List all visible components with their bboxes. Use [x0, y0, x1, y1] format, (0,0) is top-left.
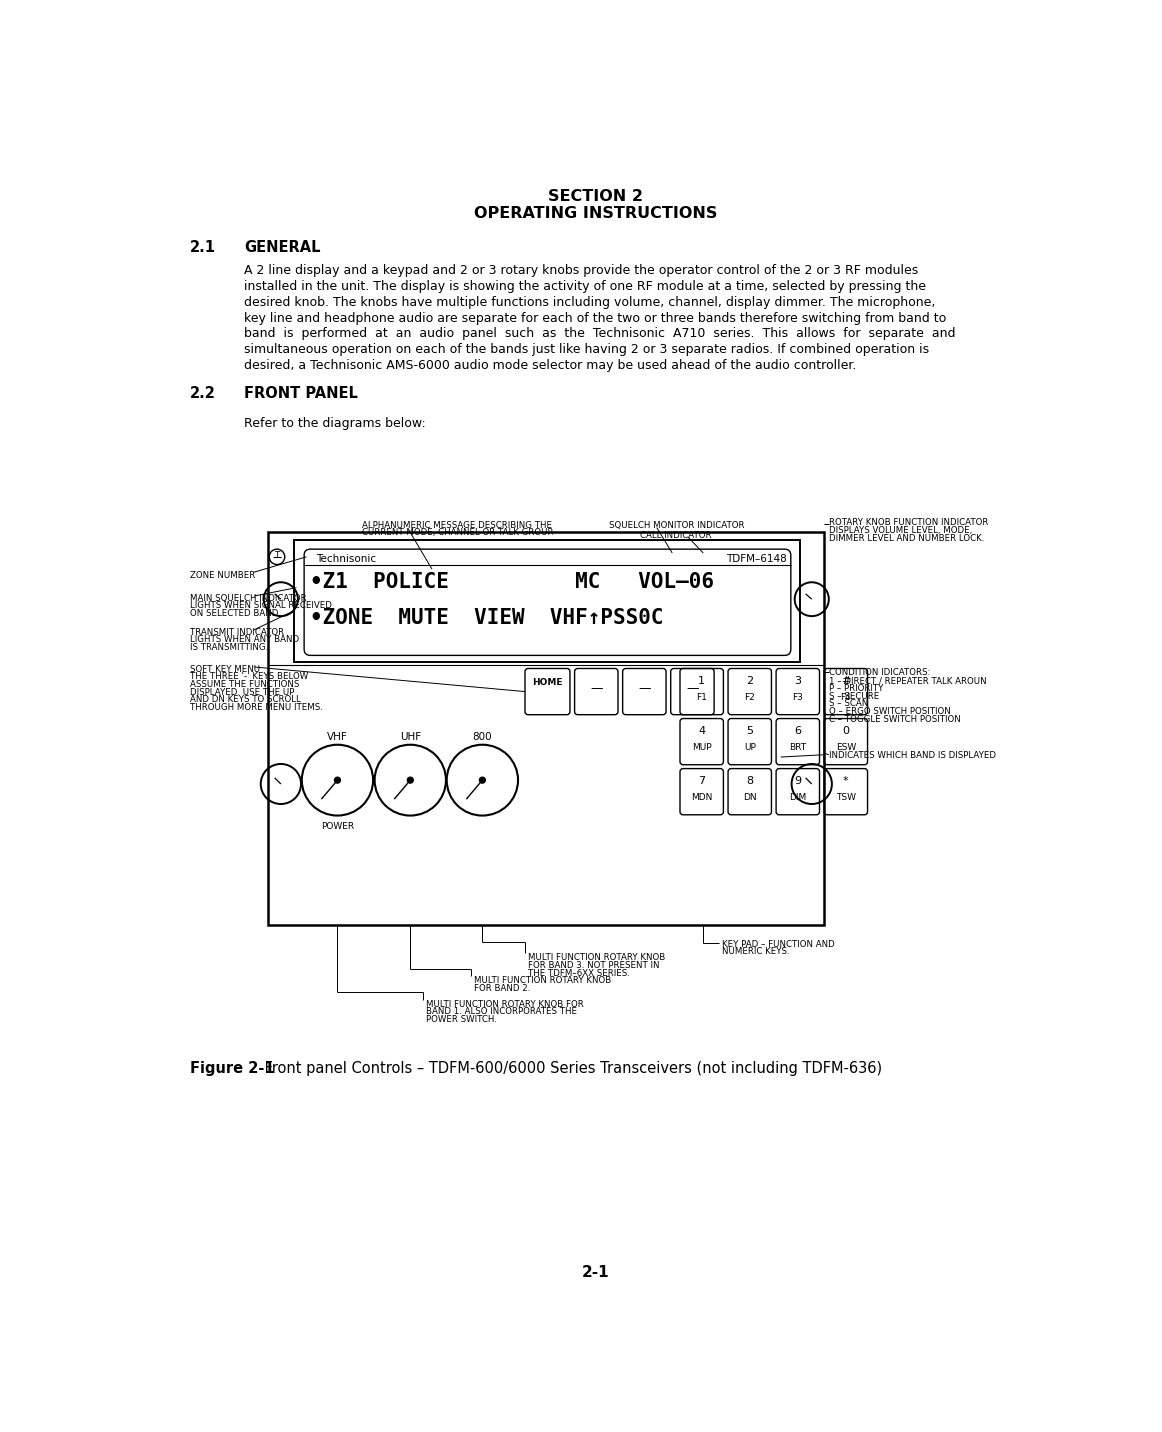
Text: 8: 8 — [746, 776, 753, 786]
Text: VHF: VHF — [327, 732, 347, 742]
Text: P – PRIORITY: P – PRIORITY — [829, 684, 883, 693]
Text: F3: F3 — [792, 693, 803, 702]
Text: THE TDFM–6XX SERIES.: THE TDFM–6XX SERIES. — [528, 969, 630, 978]
Text: NUMERIC KEYS.: NUMERIC KEYS. — [722, 947, 789, 957]
Text: ROTARY KNOB FUNCTION INDICATOR: ROTARY KNOB FUNCTION INDICATOR — [829, 518, 988, 527]
Text: 2.1: 2.1 — [191, 239, 216, 255]
Text: #: # — [841, 676, 851, 686]
Text: 1: 1 — [698, 676, 705, 686]
Text: 0: 0 — [842, 726, 849, 736]
Text: OPERATING INSTRUCTIONS: OPERATING INSTRUCTIONS — [474, 206, 717, 221]
Text: C – TOGGLE SWITCH POSITION: C – TOGGLE SWITCH POSITION — [829, 715, 961, 723]
Circle shape — [335, 778, 340, 783]
Text: O – ERGO SWITCH POSITION: O – ERGO SWITCH POSITION — [829, 707, 951, 716]
Text: F1: F1 — [696, 693, 708, 702]
Text: ESW: ESW — [835, 743, 856, 752]
Text: LIGHTS WHEN SIGNAL RECEIVED: LIGHTS WHEN SIGNAL RECEIVED — [191, 601, 332, 610]
Text: SOFT KEY MENU: SOFT KEY MENU — [191, 664, 260, 673]
Text: FOR BAND 2.: FOR BAND 2. — [474, 984, 530, 994]
Text: desired knob. The knobs have multiple functions including volume, channel, displ: desired knob. The knobs have multiple fu… — [244, 296, 935, 309]
Text: ASSUME THE FUNCTIONS: ASSUME THE FUNCTIONS — [191, 680, 300, 689]
Text: Front panel Controls – TDFM-600/6000 Series Transceivers (not including TDFM-636: Front panel Controls – TDFM-600/6000 Ser… — [260, 1061, 882, 1077]
Text: THROUGH MORE MENU ITEMS.: THROUGH MORE MENU ITEMS. — [191, 703, 323, 712]
Text: CURRENT MODE, CHANNEL OR TALK GROUP.: CURRENT MODE, CHANNEL OR TALK GROUP. — [363, 528, 554, 537]
Text: key line and headphone audio are separate for each of the two or three bands the: key line and headphone audio are separat… — [244, 312, 947, 325]
Text: 2.2: 2.2 — [191, 385, 216, 401]
Text: Refer to the diagrams below:: Refer to the diagrams below: — [244, 417, 426, 430]
Text: Technisonic: Technisonic — [316, 554, 375, 564]
Text: 6: 6 — [795, 726, 802, 736]
Text: —: — — [638, 683, 651, 696]
Text: 800: 800 — [473, 732, 493, 742]
Text: IS TRANSMITTING.: IS TRANSMITTING. — [191, 643, 268, 652]
Text: 2-1: 2-1 — [582, 1266, 609, 1280]
Text: MUP: MUP — [691, 743, 711, 752]
Text: CALL INDICATOR: CALL INDICATOR — [640, 531, 711, 540]
Text: 3: 3 — [795, 676, 802, 686]
Text: POWER SWITCH.: POWER SWITCH. — [425, 1015, 496, 1024]
Text: DISPLAYS VOLUME LEVEL, MODE,: DISPLAYS VOLUME LEVEL, MODE, — [829, 526, 973, 536]
Text: SECTION 2: SECTION 2 — [548, 189, 643, 203]
Text: —: — — [590, 683, 603, 696]
Text: POWER: POWER — [321, 822, 354, 831]
Text: 5: 5 — [746, 726, 753, 736]
Text: MULTI FUNCTION ROTARY KNOB: MULTI FUNCTION ROTARY KNOB — [474, 977, 611, 985]
Text: BAND 1. ALSO INCORPORATES THE: BAND 1. ALSO INCORPORATES THE — [425, 1007, 576, 1017]
Text: TSW: TSW — [835, 793, 856, 802]
Text: simultaneous operation on each of the bands just like having 2 or 3 separate rad: simultaneous operation on each of the ba… — [244, 344, 930, 357]
Text: ZONE NUMBER: ZONE NUMBER — [191, 571, 256, 580]
Text: S – SECURE: S – SECURE — [829, 692, 878, 700]
Text: T: T — [274, 551, 280, 560]
Text: S – SCAN: S – SCAN — [829, 699, 868, 709]
Text: A 2 line display and a keypad and 2 or 3 rotary knobs provide the operator contr: A 2 line display and a keypad and 2 or 3… — [244, 265, 919, 278]
Circle shape — [479, 778, 486, 783]
Text: GENERAL: GENERAL — [244, 239, 321, 255]
Text: AND DN KEYS TO SCROLL: AND DN KEYS TO SCROLL — [191, 696, 301, 705]
Text: 2: 2 — [746, 676, 753, 686]
Text: MAIN SQUELCH INDICATOR: MAIN SQUELCH INDICATOR — [191, 594, 307, 603]
Text: MDN: MDN — [691, 793, 712, 802]
Text: UP: UP — [744, 743, 755, 752]
Text: HOME: HOME — [532, 677, 562, 687]
Text: ON SELECTED BAND.: ON SELECTED BAND. — [191, 609, 281, 619]
Text: *: * — [844, 776, 848, 786]
Text: 1 – DIRECT / REPEATER TALK AROUN: 1 – DIRECT / REPEATER TALK AROUN — [829, 676, 987, 684]
Text: DIM: DIM — [789, 793, 806, 802]
Text: DN: DN — [743, 793, 756, 802]
Text: LIGHTS WHEN ANY BAND: LIGHTS WHEN ANY BAND — [191, 636, 300, 644]
Circle shape — [407, 778, 414, 783]
Text: 9: 9 — [795, 776, 802, 786]
Text: UHF: UHF — [400, 732, 421, 742]
Text: FOR BAND 3. NOT PRESENT IN: FOR BAND 3. NOT PRESENT IN — [528, 961, 660, 969]
Text: DIMMER LEVEL AND NUMBER LOCK.: DIMMER LEVEL AND NUMBER LOCK. — [829, 534, 984, 543]
Text: TDFM–6148: TDFM–6148 — [726, 554, 787, 564]
Bar — [294, 540, 801, 662]
Text: —: — — [686, 683, 698, 696]
Text: TRANSMIT INDICATOR: TRANSMIT INDICATOR — [191, 627, 285, 637]
Text: •Z1  POLICE          MC   VOL—06: •Z1 POLICE MC VOL—06 — [309, 573, 713, 593]
Text: INDICATES WHICH BAND IS DISPLAYED: INDICATES WHICH BAND IS DISPLAYED — [829, 750, 996, 760]
Bar — [267, 533, 824, 925]
Text: KEY PAD – FUNCTION AND: KEY PAD – FUNCTION AND — [722, 939, 834, 948]
Text: •ZONE  MUTE  VIEW  VHF↑PSS0C: •ZONE MUTE VIEW VHF↑PSS0C — [309, 607, 664, 627]
Text: band  is  performed  at  an  audio  panel  such  as  the  Technisonic  A710  ser: band is performed at an audio panel such… — [244, 328, 956, 341]
Text: THE THREE '-' KEYS BELOW: THE THREE '-' KEYS BELOW — [191, 673, 308, 682]
Text: CONDITION IDICATORS:: CONDITION IDICATORS: — [829, 669, 930, 677]
Text: 4: 4 — [698, 726, 705, 736]
Text: F4: F4 — [840, 693, 852, 702]
Text: Figure 2-1: Figure 2-1 — [191, 1061, 275, 1077]
Text: F2: F2 — [745, 693, 755, 702]
Text: desired, a Technisonic AMS-6000 audio mode selector may be used ahead of the aud: desired, a Technisonic AMS-6000 audio mo… — [244, 359, 856, 372]
Text: FRONT PANEL: FRONT PANEL — [244, 385, 358, 401]
Text: ALPHANUMERIC MESSAGE DESCRIBING THE: ALPHANUMERIC MESSAGE DESCRIBING THE — [363, 521, 552, 530]
Text: MULTI FUNCTION ROTARY KNOB: MULTI FUNCTION ROTARY KNOB — [528, 954, 666, 962]
Text: DISPLAYED. USE THE UP: DISPLAYED. USE THE UP — [191, 687, 295, 697]
Text: MULTI FUNCTION ROTARY KNOB FOR: MULTI FUNCTION ROTARY KNOB FOR — [425, 1000, 583, 1008]
Text: BRT: BRT — [789, 743, 806, 752]
Text: 7: 7 — [698, 776, 705, 786]
Text: SQUELCH MONITOR INDICATOR: SQUELCH MONITOR INDICATOR — [609, 521, 744, 530]
Text: installed in the unit. The display is showing the activity of one RF module at a: installed in the unit. The display is sh… — [244, 281, 926, 294]
